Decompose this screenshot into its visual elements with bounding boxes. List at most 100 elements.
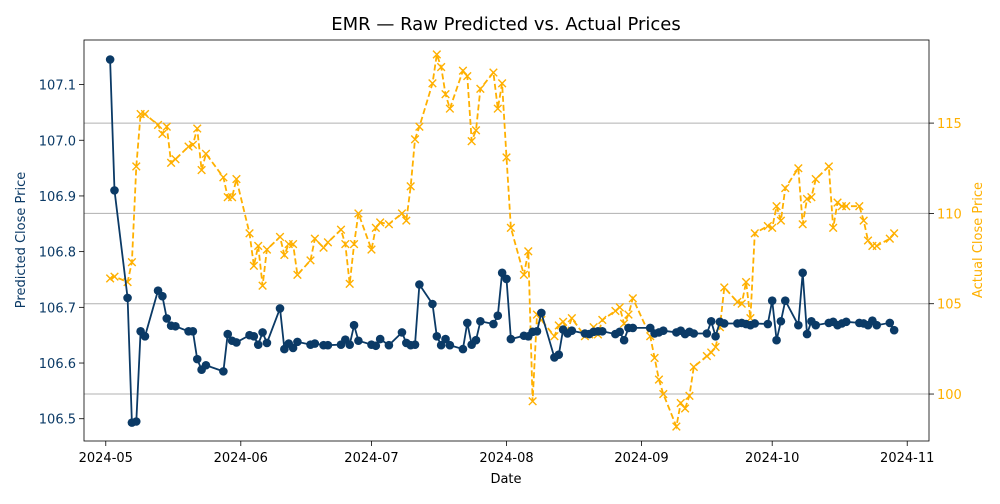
actual-point <box>863 236 873 245</box>
actual-point <box>184 142 193 151</box>
actual-point <box>397 209 407 218</box>
actual-point <box>497 79 507 88</box>
predicted-point <box>615 327 625 337</box>
actual-point <box>828 223 838 233</box>
actual-point <box>227 192 237 202</box>
predicted-point <box>428 299 437 309</box>
x-axis-label: Date <box>490 472 521 487</box>
actual-point <box>885 234 895 243</box>
actual-point <box>280 250 289 260</box>
predicted-point <box>158 291 167 301</box>
actual-point <box>798 219 807 229</box>
actual-point <box>659 389 668 399</box>
x-tick-label: 2024-10 <box>745 451 799 466</box>
predicted-point <box>232 338 241 347</box>
predicted-point <box>537 308 546 318</box>
predicted-point <box>628 323 638 333</box>
actual-point <box>550 331 559 341</box>
actual-point <box>310 234 320 243</box>
predicted-point <box>397 328 407 337</box>
predicted-point <box>502 274 511 284</box>
actual-point <box>650 353 659 363</box>
predicted-point <box>288 343 298 353</box>
actual-point <box>162 122 172 131</box>
actual-point <box>323 238 333 247</box>
left-y-tick-label: 107.0 <box>39 134 76 149</box>
actual-point <box>772 201 781 211</box>
actual-point <box>528 396 537 406</box>
actual-point <box>319 243 328 253</box>
predicted-point <box>223 329 233 339</box>
left-y-tick-label: 106.6 <box>39 357 76 372</box>
x-tick-label: 2024-07 <box>344 451 398 466</box>
right-y-tick-label: 110 <box>937 207 962 222</box>
left-y-tick-label: 106.9 <box>39 190 76 205</box>
actual-point <box>523 247 533 256</box>
actual-point <box>737 299 747 309</box>
actual-point <box>489 68 498 77</box>
right-axis-label: Actual Close Price <box>971 182 986 298</box>
x-tick-label: 2024-06 <box>214 451 268 466</box>
actual-point <box>245 228 254 238</box>
predicted-point <box>354 336 363 346</box>
actual-point <box>275 232 285 242</box>
actual-point <box>733 297 742 307</box>
predicted-point <box>410 340 420 349</box>
predicted-point <box>711 331 720 341</box>
predicted-point <box>772 335 781 345</box>
actual-point <box>841 201 851 211</box>
actual-point <box>410 135 420 144</box>
predicted-point <box>432 331 442 341</box>
predicted-point <box>253 340 263 349</box>
x-tick-label: 2024-08 <box>479 451 533 466</box>
actual-point <box>467 136 476 146</box>
predicted-point <box>619 335 629 345</box>
actual-point <box>706 348 716 357</box>
predicted-point <box>493 311 503 320</box>
left-y-tick-label: 106.7 <box>39 301 76 316</box>
actual-point <box>780 183 790 193</box>
predicted-point <box>375 334 385 344</box>
predicted-point <box>110 186 119 195</box>
actual-point <box>615 303 625 312</box>
actual-point <box>471 126 481 135</box>
actual-point <box>598 315 607 325</box>
actual-series-layer <box>105 50 899 431</box>
predicted-point <box>659 326 668 336</box>
actual-point <box>402 216 411 225</box>
predicted-point <box>445 340 455 350</box>
actual-point <box>349 239 359 249</box>
predicted-point <box>719 319 729 328</box>
predicted-point <box>811 320 821 330</box>
predicted-point <box>476 316 485 326</box>
predicted-point <box>780 296 790 305</box>
actual-point <box>375 218 385 227</box>
actual-point <box>689 362 699 372</box>
actual-point <box>558 317 568 327</box>
actual-point <box>253 241 263 251</box>
actual-point <box>249 261 259 271</box>
actual-point <box>567 313 577 323</box>
predicted-point <box>802 329 812 339</box>
predicted-point <box>349 320 359 330</box>
predicted-point <box>872 320 882 330</box>
predicted-point <box>554 350 564 359</box>
actual-point <box>807 192 816 202</box>
right-y-tick-label: 105 <box>937 298 962 313</box>
actual-series-line <box>109 54 895 430</box>
actual-point <box>127 257 137 267</box>
actual-point <box>502 153 511 162</box>
predicted-point <box>293 337 302 347</box>
actual-point <box>428 79 437 88</box>
actual-point <box>654 375 664 384</box>
actual-point <box>741 277 751 287</box>
predicted-point <box>763 319 773 329</box>
actual-point <box>802 194 812 204</box>
predicted-point <box>497 268 507 278</box>
predicted-point <box>706 316 716 326</box>
actual-point <box>158 129 167 139</box>
right-y-tick-label: 115 <box>937 117 962 132</box>
actual-point <box>131 162 141 171</box>
actual-point <box>750 228 760 238</box>
